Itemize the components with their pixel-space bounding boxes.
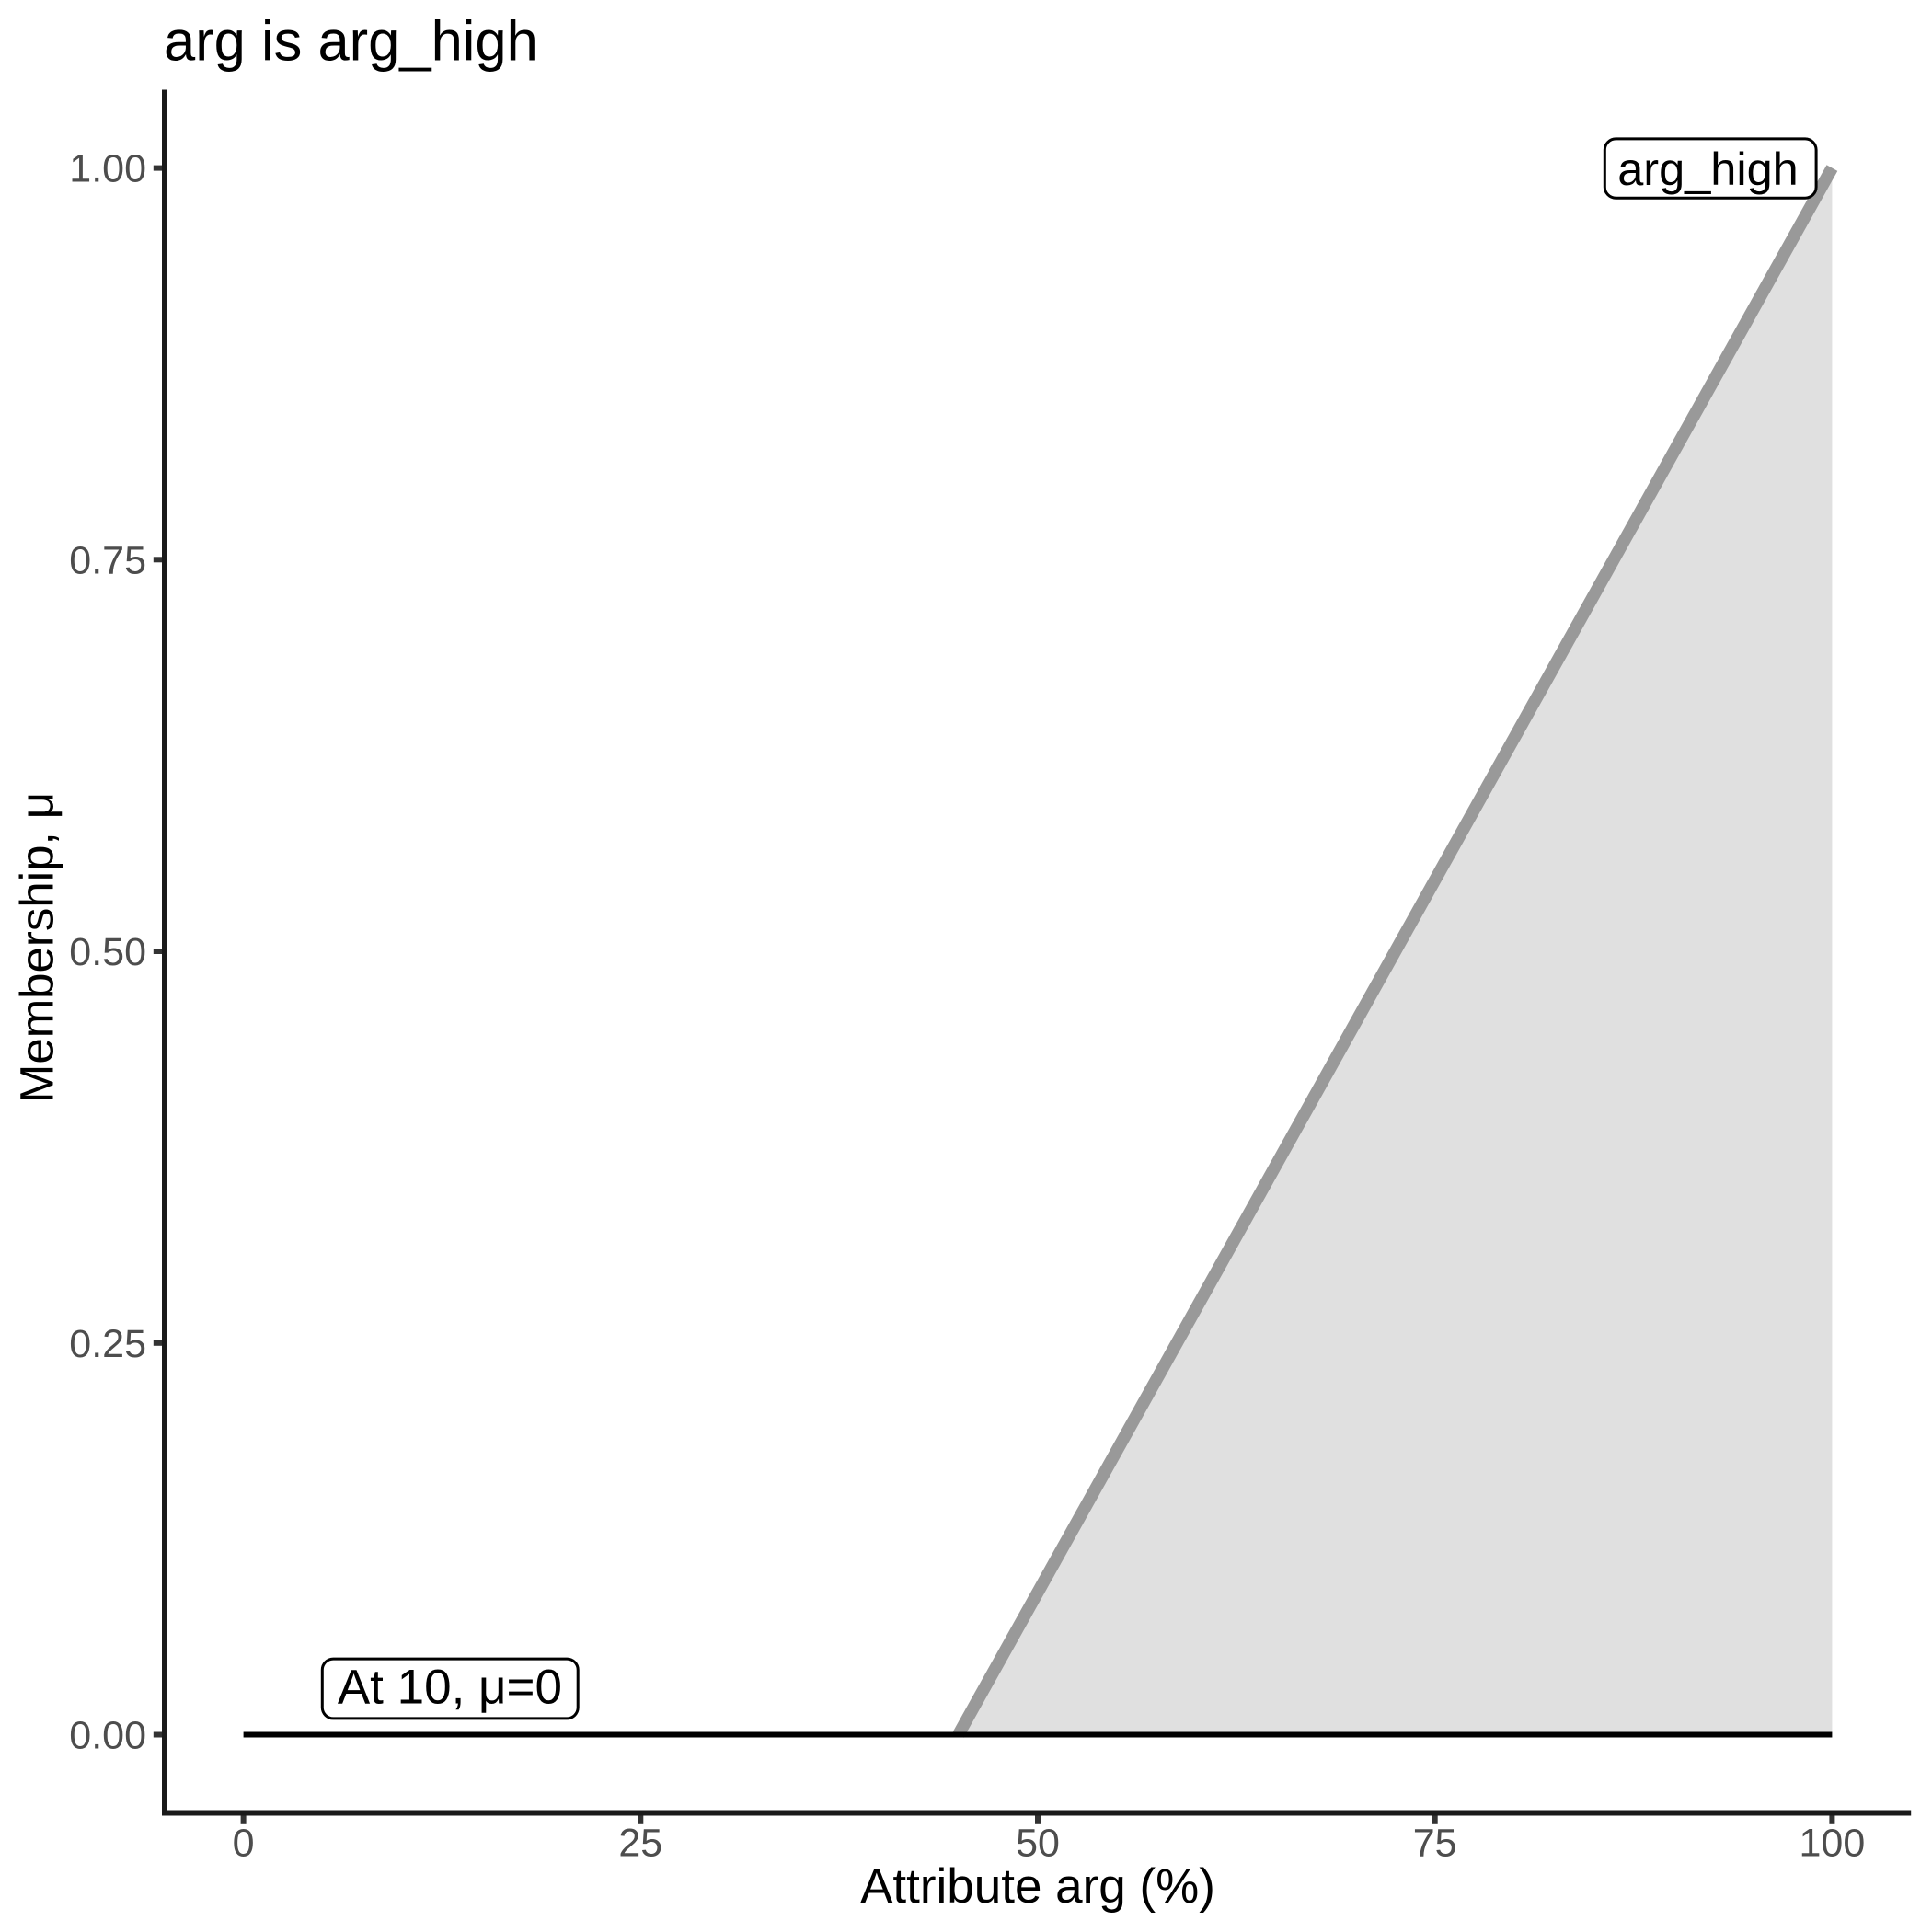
- svg-text:50: 50: [1016, 1822, 1060, 1866]
- svg-text:25: 25: [618, 1822, 662, 1866]
- svg-text:75: 75: [1413, 1822, 1457, 1866]
- svg-text:arg_high: arg_high: [1617, 143, 1799, 195]
- svg-text:Attribute arg (%): Attribute arg (%): [860, 1859, 1215, 1914]
- svg-text:0: 0: [233, 1822, 255, 1866]
- svg-text:arg is arg_high: arg is arg_high: [164, 10, 538, 74]
- svg-text:0.00: 0.00: [69, 1714, 146, 1758]
- svg-text:0.50: 0.50: [69, 930, 146, 974]
- svg-text:0.25: 0.25: [69, 1322, 146, 1366]
- svg-text:Membership, μ: Membership, μ: [11, 792, 63, 1103]
- svg-text:0.75: 0.75: [69, 538, 146, 582]
- svg-text:100: 100: [1800, 1822, 1866, 1866]
- svg-text:1.00: 1.00: [69, 147, 146, 191]
- svg-text:At 10, μ=0: At 10, μ=0: [338, 1661, 562, 1715]
